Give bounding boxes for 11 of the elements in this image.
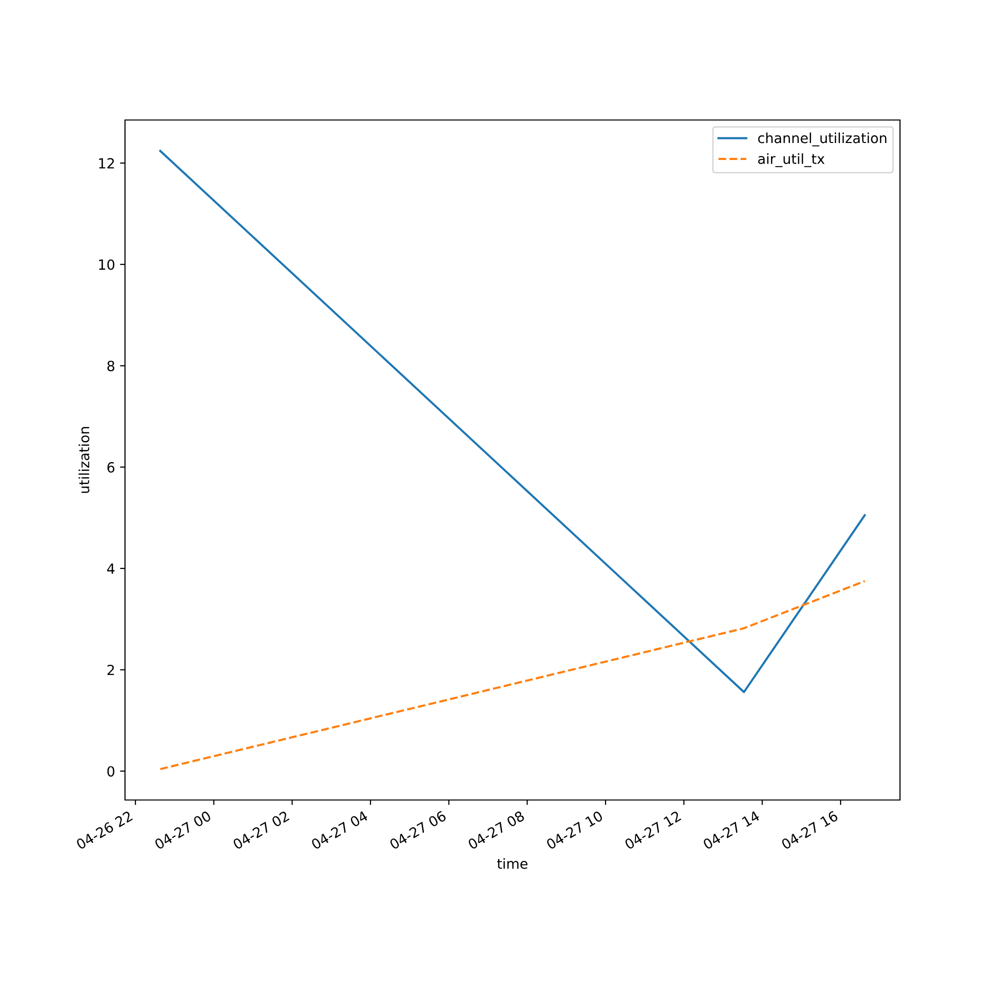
y-tick-label: 0 <box>107 766 114 777</box>
y-axis-title: utilization <box>78 427 90 493</box>
legend-label: air_util_tx <box>758 153 825 168</box>
y-tick-label: 8 <box>107 360 114 372</box>
y-tick-label: 4 <box>107 564 114 574</box>
y-tick-label: 12 <box>99 158 114 168</box>
y-tick-label: 6 <box>107 462 114 473</box>
x-axis-title: time <box>497 858 528 869</box>
legend-label: channel_utilization <box>758 132 886 146</box>
y-tick-label: 2 <box>107 664 114 676</box>
y-tick-label: 10 <box>99 259 114 270</box>
